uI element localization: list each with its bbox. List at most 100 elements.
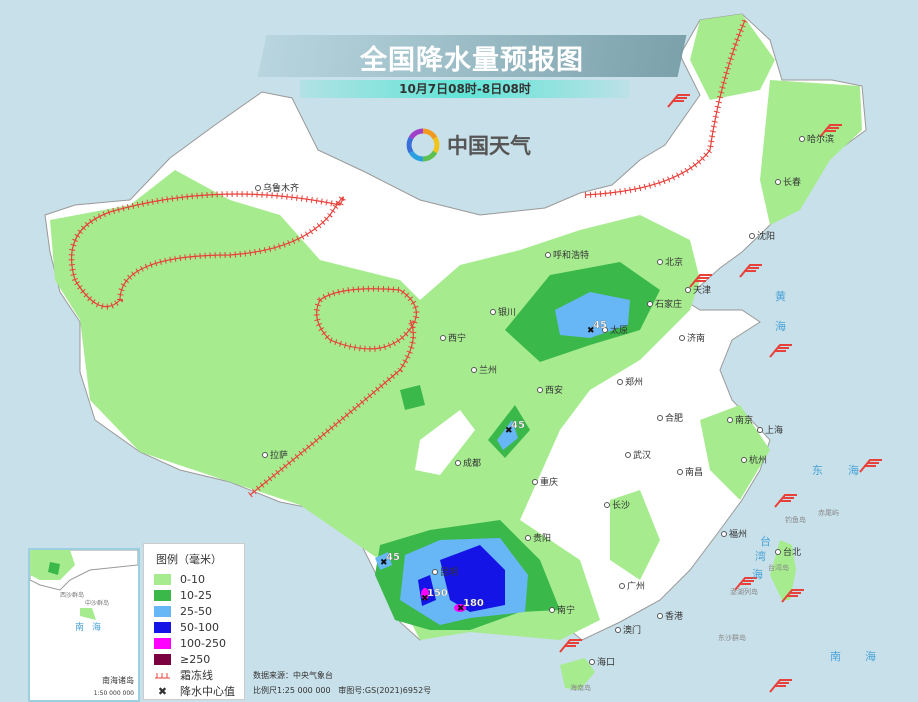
rain-center-cross-icon: ✖: [587, 326, 595, 336]
rain-center-cross-icon: ✖: [380, 558, 388, 568]
inset-map: [30, 550, 138, 620]
subtitle-banner: [300, 80, 630, 98]
city-marker: [537, 387, 543, 393]
city-label: 上海: [765, 424, 783, 436]
city-label: 北京: [665, 256, 683, 268]
city-label: 天津: [693, 285, 711, 296]
city-marker: [471, 367, 477, 373]
sea-label: 海: [752, 567, 763, 581]
legend-label: 霜冻线: [180, 669, 213, 682]
wind-barb-icon: [689, 274, 712, 288]
map-title: 全国降水量预报图: [360, 45, 584, 76]
rain-centers: ✖45✖45✖45✖150✖180: [380, 320, 607, 614]
island-label: 海南岛: [570, 683, 591, 692]
wind-barb-icon: [774, 494, 797, 508]
china-weather-pinwheel-icon: [406, 128, 440, 162]
city-marker: [262, 452, 268, 458]
rain-center-value: 180: [463, 598, 484, 609]
dry-area: [415, 410, 475, 475]
city-marker: [532, 479, 538, 485]
city-label: 沈阳: [757, 230, 775, 242]
city-marker: [775, 549, 781, 555]
city-label: 合肥: [665, 412, 683, 424]
city-label: 贵阳: [533, 532, 551, 544]
legend-swatch: [154, 653, 171, 665]
wind-barb-icon: [819, 124, 842, 138]
wind-barb-icon: [739, 264, 762, 278]
legend-label: 降水中心值: [180, 685, 235, 698]
map-scale: 比例尺1:25 000 000: [253, 686, 331, 695]
city-label: 南宁: [557, 604, 575, 616]
inset-scale: 1:50 000 000: [93, 690, 134, 697]
city-label: 台北: [783, 546, 801, 558]
city-label: 石家庄: [655, 298, 682, 310]
sea-label: 黄: [775, 289, 786, 303]
city-label: 呼和浩特: [553, 249, 589, 261]
legend-label: 100-250: [180, 636, 226, 650]
city-label: 济南: [687, 332, 705, 344]
south-china-sea-inset: 南海 西沙群岛 中沙群岛 南海诸岛 1:50 000 000: [28, 548, 140, 702]
city-marker: [741, 457, 747, 463]
sea-label: 台: [760, 534, 771, 548]
city-marker: [677, 469, 683, 475]
rain-center-cross-icon: ✖: [457, 604, 465, 614]
city-marker: [440, 335, 446, 341]
taiwan-island: [770, 540, 796, 600]
hainan-island: [560, 658, 595, 690]
city-marker: [604, 502, 610, 508]
legend-item: 25-50: [154, 603, 244, 619]
credits: 数据来源：中央气象台 比例尺1:25 000 000 审图号:GS(2021)6…: [253, 668, 431, 698]
wind-barb-icon: [859, 459, 882, 473]
city-marker: [721, 531, 727, 537]
city-marker: [799, 136, 805, 142]
city-label: 福州: [729, 528, 747, 540]
island-label: 澎湖列岛: [730, 587, 758, 596]
sea-label: 海: [865, 649, 876, 663]
city-marker: [647, 301, 653, 307]
city-marker: [525, 535, 531, 541]
city-marker: [490, 309, 496, 315]
city-label: 拉萨: [270, 449, 288, 461]
city-label: 长春: [783, 176, 801, 188]
legend-label: 0-10: [180, 572, 205, 586]
city-marker: [727, 417, 733, 423]
wind-barb-icon: [769, 679, 792, 693]
wind-barb-icon: [781, 589, 804, 603]
legend-item: 0-10: [154, 571, 244, 587]
city-marker: [619, 583, 625, 589]
city-marker: [432, 569, 438, 575]
legend-label: 50-100: [180, 620, 219, 634]
sea-label: 海: [848, 463, 859, 477]
inset-title: 南海诸岛: [102, 676, 134, 685]
legend-item: ≥250: [154, 651, 244, 667]
logo-text: 中国天气: [447, 134, 531, 158]
legend-item: 10-25: [154, 587, 244, 603]
rain-center-value: 45: [386, 552, 400, 563]
data-source: 数据来源：中央气象台: [253, 671, 333, 680]
inset-island-label: 西沙群岛: [60, 592, 85, 599]
inset-island-label: 中沙群岛: [85, 600, 110, 607]
island-label: 台湾岛: [768, 563, 789, 572]
city-label: 乌鲁木齐: [263, 182, 299, 194]
legend-frost-line: 霜冻线: [154, 667, 244, 683]
city-marker: [749, 233, 755, 239]
city-marker: [549, 607, 555, 613]
inset-sea-label: 南海: [75, 623, 110, 633]
city-marker: [545, 252, 551, 258]
city-label: 郑州: [625, 376, 643, 388]
legend-rain-center: ✖ 降水中心值: [154, 683, 244, 699]
rain-center-value: 45: [511, 420, 525, 431]
city-label: 广州: [627, 580, 645, 592]
wind-barb-icon: [734, 577, 757, 591]
sea-label: 东: [812, 464, 823, 477]
city-label: 南昌: [685, 466, 703, 478]
rain-center-cross-icon: ✖: [421, 594, 429, 604]
wind-barb-icon: [667, 94, 690, 108]
sea-label: 海: [775, 319, 786, 333]
rain-center-cross-icon: ✖: [505, 426, 513, 436]
island-label: 钓鱼岛: [785, 515, 806, 524]
city-label: 杭州: [749, 454, 767, 466]
island-label: 东沙群岛: [718, 633, 746, 642]
rain-center-value: 150: [427, 588, 448, 599]
city-marker: [657, 415, 663, 421]
